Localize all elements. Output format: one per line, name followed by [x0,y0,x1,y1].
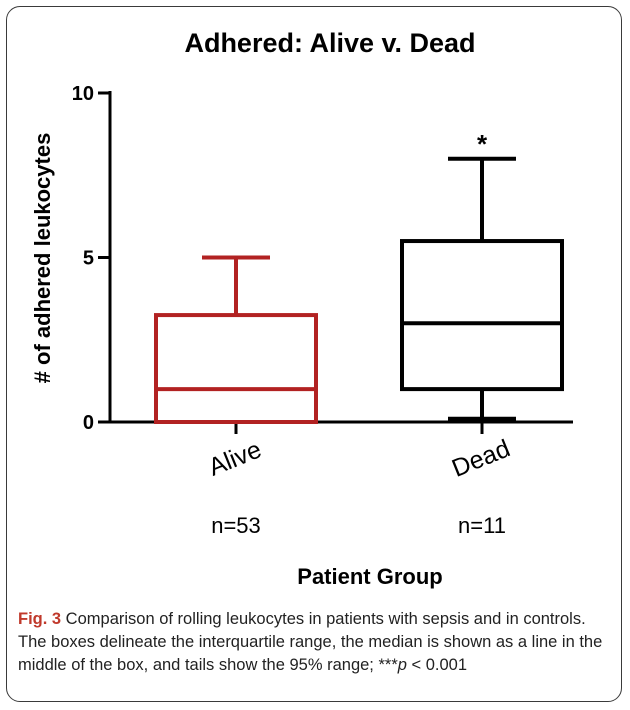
iqr-box [400,239,564,392]
y-tick-label: 5 [83,248,94,270]
y-tick-label: 0 [83,412,94,434]
box-plot-chart: Adhered: Alive v. Dead # of adhered leuk… [30,28,573,589]
boxes: * [154,129,564,425]
figure-caption: Fig. 3 Comparison of rolling leukocytes … [18,608,614,677]
x-axis-label: Patient Group [297,564,442,589]
iqr-box [154,313,318,425]
figure-label: Fig. 3 [18,610,62,628]
category-label-alive: Alive [205,435,266,481]
category-label-dead: Dead [448,434,514,482]
box-dead: * [400,129,564,421]
significance-marker: * [477,129,488,159]
chart-title: Adhered: Alive v. Dead [184,28,475,58]
p-symbol: p [397,656,407,674]
axes: 0 5 10 [72,83,573,434]
category-labels: Alive n=53 Dead n=11 [205,434,514,538]
caption-threshold: < 0.001 [406,656,468,674]
caption-text: Comparison of rolling leukocytes in pati… [18,610,603,674]
box-alive [154,255,318,425]
sample-size-alive: n=53 [211,513,261,538]
sample-size-dead: n=11 [458,513,506,538]
y-axis-label: # of adhered leukocytes [30,133,55,384]
y-tick-label: 10 [72,83,94,105]
